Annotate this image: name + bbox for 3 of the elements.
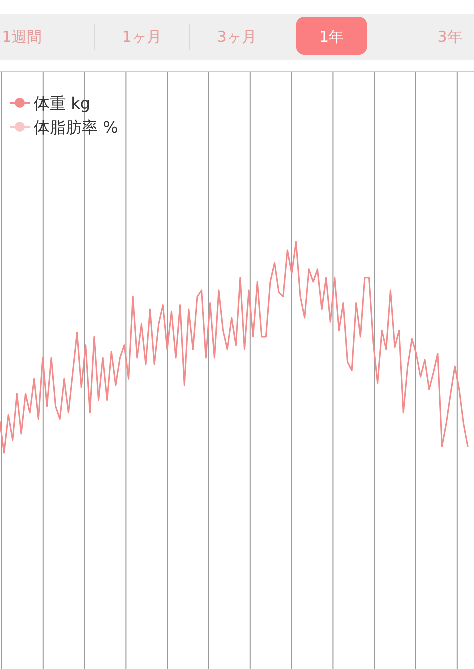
period-tabs: 1週間 1ヶ月 3ヶ月 1年 3年 <box>0 14 474 60</box>
legend-label: 体重 kg <box>34 94 91 113</box>
legend-label: 体脂肪率 % <box>34 118 118 137</box>
